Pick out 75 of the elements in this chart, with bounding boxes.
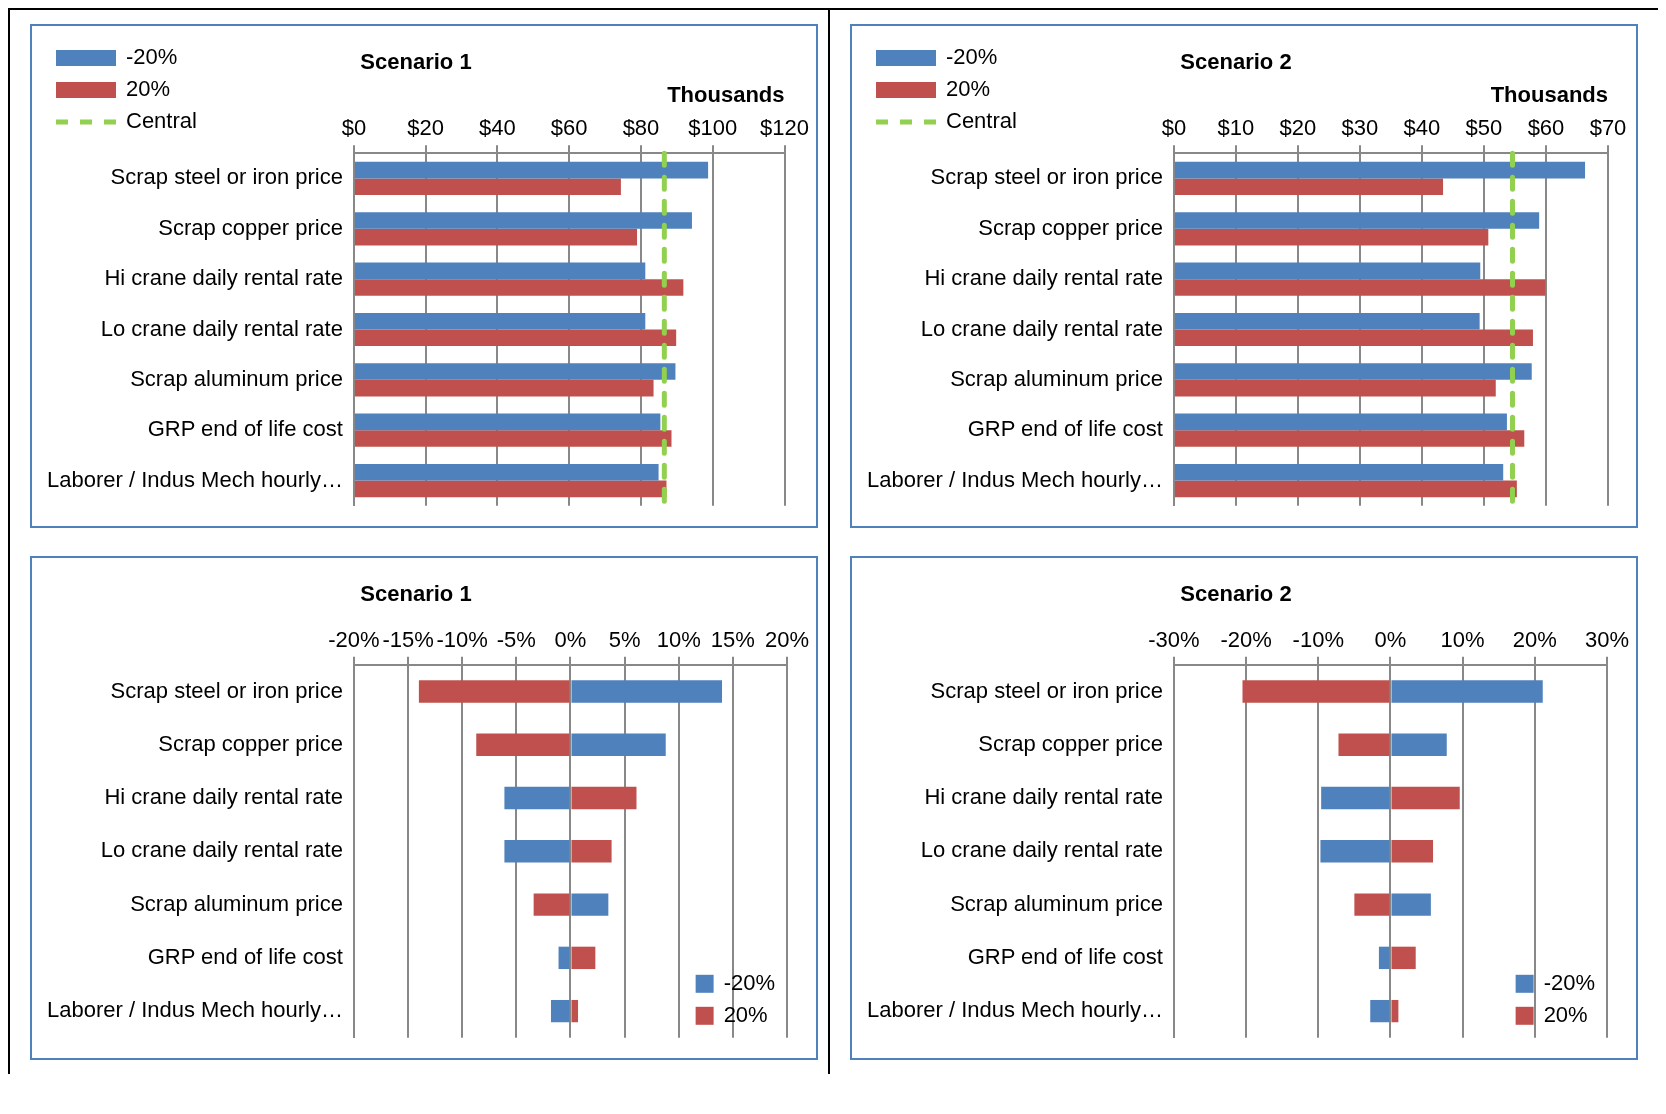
y-tick-label: Scrap copper price bbox=[158, 730, 343, 756]
y-tick-label: Laborer / Indus Mech hourly… bbox=[866, 466, 1163, 492]
legend-label: 20% bbox=[126, 76, 171, 102]
x-tick-label: 20% bbox=[1512, 626, 1557, 652]
y-tick-label: Scrap aluminum price bbox=[950, 890, 1163, 916]
x-tick-label: $60 bbox=[550, 115, 588, 141]
y-tick-label: GRP end of life cost bbox=[147, 416, 343, 442]
y-tick-label: Lo crane daily rental rate bbox=[100, 837, 343, 863]
x-tick-label: $50 bbox=[1465, 115, 1503, 141]
x-tick-label: 15% bbox=[710, 626, 755, 652]
x-tick-label: $60 bbox=[1527, 115, 1565, 141]
y-tick-label: Scrap aluminum price bbox=[950, 365, 1163, 391]
y-tick-label: GRP end of life cost bbox=[967, 943, 1163, 969]
chart-title: Scenario 2 bbox=[1180, 581, 1292, 607]
x-tick-label: $0 bbox=[1161, 115, 1187, 141]
x-tick-label: $20 bbox=[1279, 115, 1317, 141]
y-tick-label: Scrap steel or iron price bbox=[110, 677, 343, 703]
y-tick-label: Laborer / Indus Mech hourly… bbox=[46, 997, 343, 1023]
x-tick-label: 0% bbox=[1374, 626, 1407, 652]
x-tick-label: 10% bbox=[656, 626, 701, 652]
y-tick-label: Laborer / Indus Mech hourly… bbox=[866, 997, 1163, 1023]
legend-label: -20% bbox=[723, 969, 775, 995]
y-tick-label: Hi crane daily rental rate bbox=[924, 784, 1163, 810]
y-tick-label: Scrap steel or iron price bbox=[110, 164, 343, 190]
y-tick-label: Scrap copper price bbox=[978, 214, 1163, 240]
x-tick-label: 0% bbox=[554, 626, 587, 652]
y-tick-label: Hi crane daily rental rate bbox=[104, 265, 343, 291]
legend-label: 20% bbox=[723, 1001, 768, 1027]
x-tick-label: -30% bbox=[1148, 626, 1200, 652]
x-tick-label: 30% bbox=[1584, 626, 1630, 652]
y-tick-label: Scrap steel or iron price bbox=[930, 164, 1163, 190]
x-tick-label: $80 bbox=[622, 115, 660, 141]
legend-label: -20% bbox=[946, 44, 998, 70]
x-tick-label: $30 bbox=[1341, 115, 1379, 141]
x-tick-label: -15% bbox=[382, 626, 434, 652]
y-tick-label: Lo crane daily rental rate bbox=[100, 315, 343, 341]
y-tick-label: Scrap aluminum price bbox=[130, 890, 343, 916]
y-tick-label: GRP end of life cost bbox=[147, 943, 343, 969]
x-tick-label: $120 bbox=[760, 115, 810, 141]
legend-label: Central bbox=[126, 108, 197, 134]
y-tick-label: Lo crane daily rental rate bbox=[920, 315, 1163, 341]
x-tick-label: -20% bbox=[328, 626, 380, 652]
x-tick-label: -10% bbox=[1292, 626, 1344, 652]
y-tick-label: Laborer / Indus Mech hourly… bbox=[46, 466, 343, 492]
x-axis-title: Thousands bbox=[1490, 81, 1608, 107]
x-tick-label: $100 bbox=[688, 115, 738, 141]
y-tick-label: Scrap copper price bbox=[978, 730, 1163, 756]
legend-label: -20% bbox=[126, 44, 178, 70]
x-axis-title: Thousands bbox=[667, 81, 785, 107]
x-tick-label: -5% bbox=[496, 626, 536, 652]
legend-label: 20% bbox=[1543, 1001, 1588, 1027]
x-tick-label: $40 bbox=[479, 115, 516, 141]
x-tick-label: $70 bbox=[1589, 115, 1627, 141]
chart-title: Scenario 1 bbox=[360, 581, 472, 607]
y-tick-label: Scrap aluminum price bbox=[130, 365, 343, 391]
x-tick-label: 10% bbox=[1440, 626, 1485, 652]
y-tick-label: Scrap steel or iron price bbox=[930, 677, 1163, 703]
x-tick-label: $40 bbox=[1403, 115, 1441, 141]
y-tick-label: Hi crane daily rental rate bbox=[924, 265, 1163, 291]
chart-title: Scenario 1 bbox=[360, 49, 472, 75]
x-tick-label: -20% bbox=[1220, 626, 1272, 652]
x-tick-label: 5% bbox=[608, 626, 641, 652]
legend-label: 20% bbox=[946, 76, 991, 102]
legend-label: Central bbox=[946, 108, 1017, 134]
y-tick-label: Lo crane daily rental rate bbox=[920, 837, 1163, 863]
x-tick-label: $20 bbox=[407, 115, 445, 141]
chart-title: Scenario 2 bbox=[1180, 49, 1292, 75]
y-tick-label: GRP end of life cost bbox=[967, 416, 1163, 442]
x-tick-label: 20% bbox=[764, 626, 810, 652]
legend-label: -20% bbox=[1543, 969, 1595, 995]
y-tick-label: Hi crane daily rental rate bbox=[104, 784, 343, 810]
y-tick-label: Scrap copper price bbox=[158, 214, 343, 240]
x-tick-label: -10% bbox=[436, 626, 488, 652]
x-tick-label: $0 bbox=[341, 115, 367, 141]
x-tick-label: $10 bbox=[1217, 115, 1255, 141]
